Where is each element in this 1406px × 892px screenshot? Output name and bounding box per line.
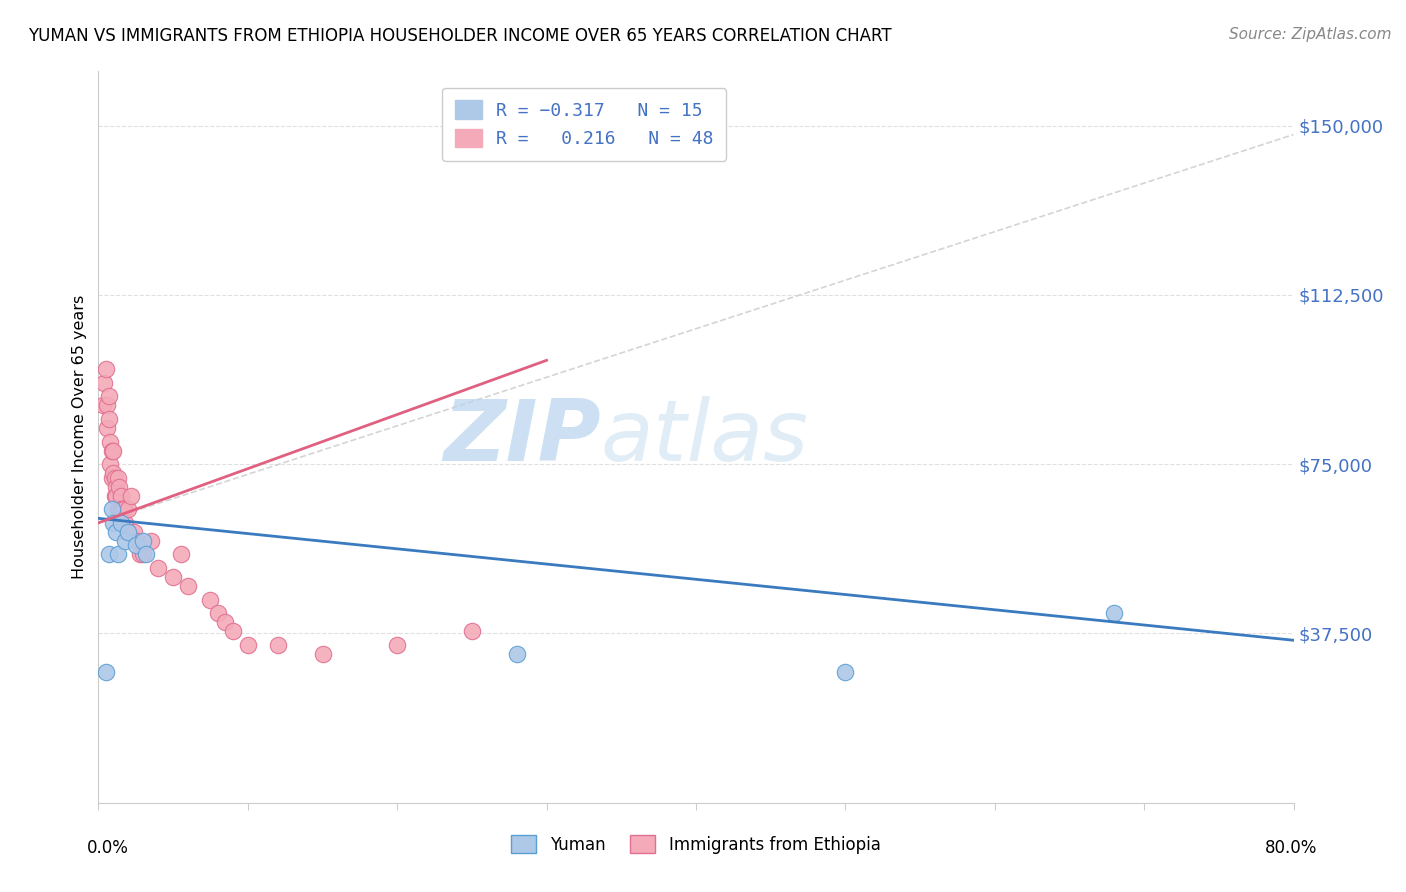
Point [108, 480, 131, 494]
Point [236, 638, 259, 652]
Point [105, 524, 128, 539]
Point [132, 548, 155, 562]
Point [110, 516, 132, 530]
Point [214, 615, 236, 630]
Point [162, 570, 184, 584]
Point [506, 647, 529, 661]
Point [94, 665, 117, 679]
Text: Source: ZipAtlas.com: Source: ZipAtlas.com [1229, 27, 1392, 42]
Text: YUMAN VS IMMIGRANTS FROM ETHIOPIA HOUSEHOLDER INCOME OVER 65 YEARS CORRELATION C: YUMAN VS IMMIGRANTS FROM ETHIOPIA HOUSEH… [28, 27, 891, 45]
Point [385, 638, 409, 652]
Point [101, 502, 124, 516]
Point [117, 502, 139, 516]
Point [132, 533, 155, 548]
Point [98, 434, 122, 449]
Point [107, 548, 129, 562]
Point [461, 624, 484, 639]
Point [101, 443, 124, 458]
Point [127, 533, 149, 548]
Point [222, 624, 245, 639]
Point [129, 548, 152, 562]
Point [1104, 606, 1126, 620]
Point [125, 538, 148, 552]
Point [267, 638, 290, 652]
Point [91, 399, 114, 413]
Point [107, 502, 129, 516]
Point [115, 524, 138, 539]
Text: 80.0%: 80.0% [1265, 839, 1317, 857]
Point [98, 457, 122, 471]
Point [101, 471, 124, 485]
Point [96, 399, 118, 413]
Point [114, 533, 136, 548]
Point [110, 502, 132, 516]
Point [124, 524, 146, 539]
Point [117, 524, 139, 539]
Point [148, 561, 170, 575]
Legend: Yuman, Immigrants from Ethiopia: Yuman, Immigrants from Ethiopia [505, 829, 887, 860]
Point [103, 443, 125, 458]
Point [112, 502, 135, 516]
Point [93, 376, 115, 390]
Point [103, 516, 125, 530]
Point [139, 533, 162, 548]
Text: atlas: atlas [600, 395, 808, 479]
Point [108, 502, 131, 516]
Point [200, 592, 222, 607]
Point [97, 548, 120, 562]
Point [104, 489, 127, 503]
Point [105, 489, 128, 503]
Point [169, 548, 191, 562]
Point [311, 647, 333, 661]
Point [207, 606, 229, 620]
Text: ZIP: ZIP [443, 395, 600, 479]
Point [110, 489, 132, 503]
Point [177, 579, 200, 593]
Point [135, 548, 157, 562]
Y-axis label: Householder Income Over 65 years: Householder Income Over 65 years [72, 295, 87, 579]
Point [111, 502, 134, 516]
Point [107, 471, 129, 485]
Point [114, 516, 136, 530]
Point [104, 471, 127, 485]
Point [834, 665, 856, 679]
Point [97, 389, 120, 403]
Point [111, 516, 134, 530]
Point [97, 412, 120, 426]
Text: 0.0%: 0.0% [87, 839, 128, 857]
Point [94, 362, 117, 376]
Point [120, 489, 142, 503]
Point [105, 480, 128, 494]
Point [96, 421, 118, 435]
Point [103, 466, 125, 480]
